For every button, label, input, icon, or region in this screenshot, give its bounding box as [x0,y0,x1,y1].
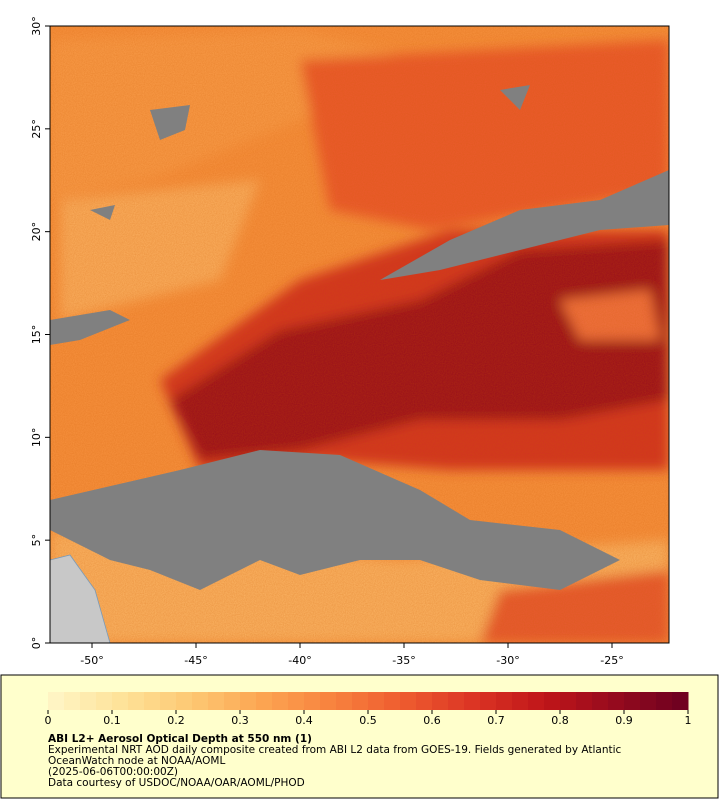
cloud-region [50,310,130,345]
cloud-region [90,205,115,220]
colorbar-step [528,692,545,710]
colorbar-step [64,692,81,710]
colorbar-step [656,692,673,710]
colorbar-step [592,692,609,710]
y-tick-label: 5° [30,534,43,547]
colorbar-tick-label: 0.4 [295,714,313,727]
colorbar-tick-label: 0 [45,714,52,727]
colorbar-step [304,692,321,710]
colorbar-step [640,692,657,710]
colorbar-step [576,692,593,710]
y-tick-label: 10° [30,428,43,448]
cloud-region [50,450,620,590]
x-tick-label: -30° [496,654,519,667]
legend-note: Data courtesy of USDOC/NOAA/OAR/AOML/PHO… [48,777,305,789]
cloud-region [380,170,669,280]
y-tick-label: 25° [30,119,43,139]
y-tick-label: 30° [30,16,43,36]
colorbar-step [272,692,289,710]
legend-note: OceanWatch node at NOAA/AOML [48,755,225,767]
cloud-region [500,85,530,110]
colorbar-tick-label: 0.6 [423,714,441,727]
cloud-region [150,105,190,140]
colorbar-step [448,692,465,710]
colorbar-step [400,692,417,710]
colorbar-step [160,692,177,710]
colorbar-step [240,692,257,710]
legend-note: (2025-06-06T00:00:00Z) [48,766,178,778]
y-tick-label: 20° [30,222,43,242]
colorbar-step [384,692,401,710]
colorbar-step [336,692,353,710]
colorbar-step [224,692,241,710]
x-tick-label: -40° [288,654,311,667]
colorbar-tick-label: 1 [685,714,692,727]
colorbar-step [320,692,337,710]
map-image [50,26,669,643]
colorbar-step [144,692,161,710]
colorbar-step [256,692,273,710]
x-tick-label: -50° [80,654,103,667]
colorbar-tick-label: 0.9 [615,714,633,727]
legend-title: ABI L2+ Aerosol Optical Depth at 550 nm … [48,733,312,745]
colorbar-step [352,692,369,710]
colorbar-step [288,692,305,710]
colorbar-tick-label: 0.7 [487,714,505,727]
x-tick-label: -45° [184,654,207,667]
colorbar-tick-label: 0.5 [359,714,377,727]
colorbar-step [624,692,641,710]
y-tick-label: 15° [30,325,43,345]
y-tick-label: 0° [30,637,43,650]
colorbar-step [48,692,65,710]
colorbar-step [80,692,97,710]
x-tick-label: -35° [392,654,415,667]
colorbar-step [192,692,209,710]
colorbar-step [176,692,193,710]
colorbar-step [560,692,577,710]
colorbar-step [432,692,449,710]
colorbar-tick-label: 0.2 [167,714,185,727]
colorbar-step [416,692,433,710]
colorbar-step [480,692,497,710]
colorbar-step [672,692,689,710]
colorbar-tick-label: 0.3 [231,714,249,727]
x-tick-label: -25° [600,654,623,667]
colorbar-step [464,692,481,710]
colorbar-step [368,692,385,710]
colorbar-step [496,692,513,710]
colorbar-step [544,692,561,710]
land [50,554,111,643]
legend-note: Experimental NRT AOD daily composite cre… [48,744,622,756]
colorbar-step [112,692,129,710]
cloud-mask [50,85,669,590]
colorbar-tick-label: 0.1 [103,714,121,727]
colorbar-tick-label: 0.8 [551,714,569,727]
colorbar-step [96,692,113,710]
colorbar-step [128,692,145,710]
colorbar-step [608,692,625,710]
colorbar-step [208,692,225,710]
colorbar-step [512,692,529,710]
